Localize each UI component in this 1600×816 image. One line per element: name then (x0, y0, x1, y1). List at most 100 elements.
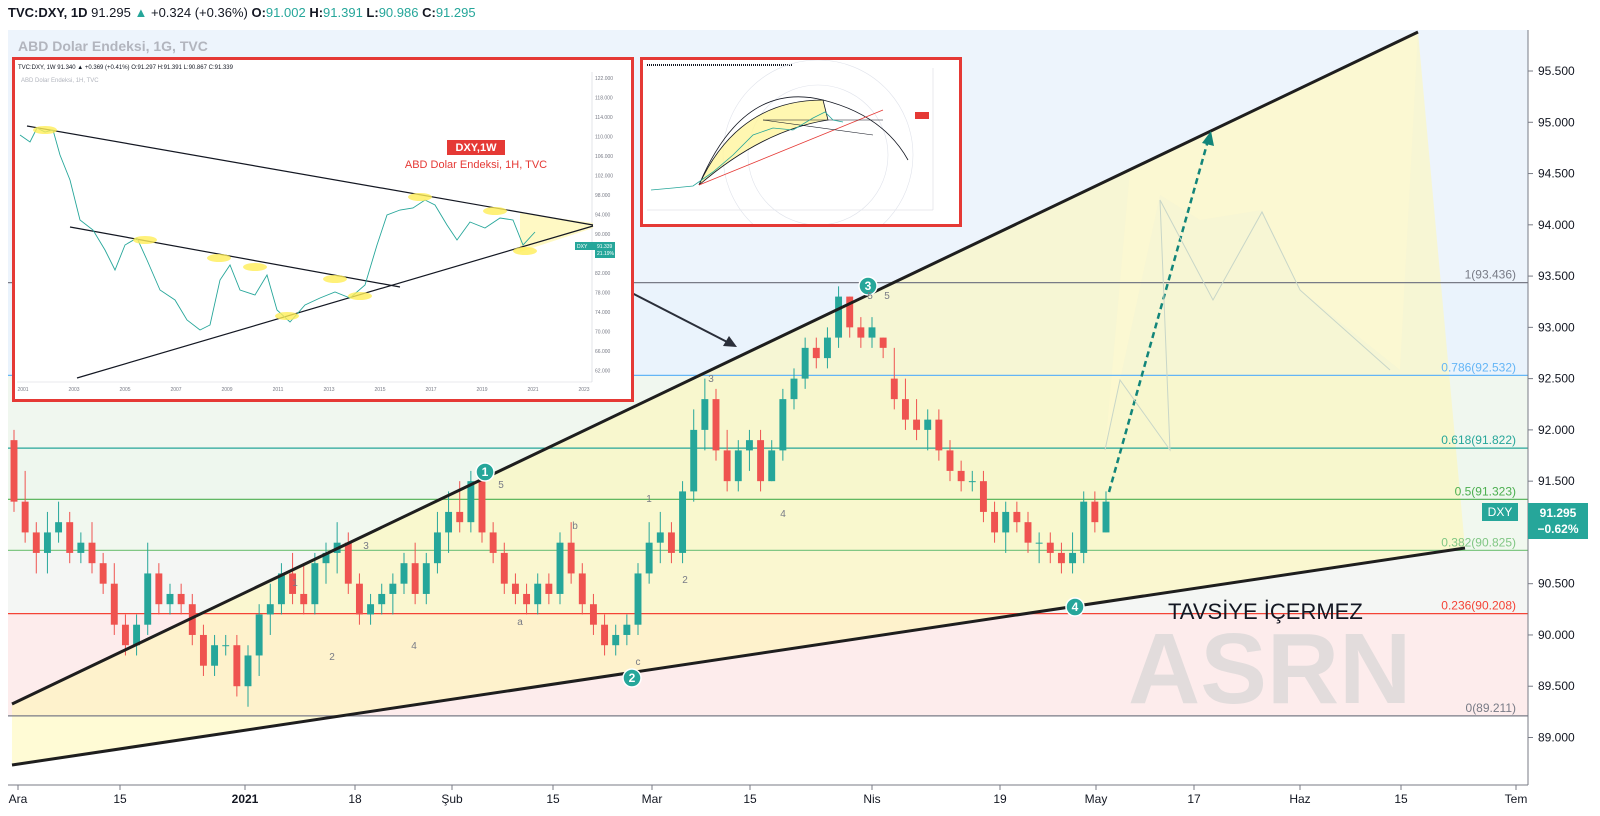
time-tick-label: 15 (113, 792, 127, 806)
fib-level-label: 0.236(90.208) (1441, 599, 1516, 613)
high-label: H: (309, 5, 324, 20)
weekly-inset-pivot (408, 193, 432, 201)
wave-label: 3 (865, 279, 872, 293)
candle-body (1102, 501, 1110, 533)
candle-body (701, 399, 709, 430)
price-axis[interactable]: 95.500 95.000 94.500 94.000 93.500 93.000 92.5… (1528, 64, 1575, 744)
price-tick-label: 90.500 (1538, 577, 1575, 591)
price-chart[interactable]: 1(93.436) 0.786(92.532) 0.618(91.822) 0.5(9… (0, 24, 1600, 816)
open-value: 91.002 (265, 5, 306, 20)
weekly-inset-y-label: 110.000 (595, 135, 613, 141)
candle-body (679, 491, 687, 553)
weekly-inset-x-label: 2011 (273, 387, 284, 393)
projection-arrow-head (1202, 131, 1214, 146)
candle-body (277, 573, 285, 605)
fan-inset-chart (647, 59, 934, 251)
weekly-inset-x-label: 2023 (578, 387, 589, 393)
candle-body (523, 593, 531, 605)
candle-body (467, 481, 475, 523)
candle-body (946, 450, 954, 471)
candle-body (835, 296, 843, 338)
candle-body (489, 532, 497, 553)
fib-level-label: 0.786(92.532) (1441, 360, 1516, 374)
candle-body (1024, 522, 1032, 543)
change-value: +0.324 (+0.36%) (150, 5, 248, 20)
weekly-inset-x-label: 2009 (221, 387, 232, 393)
weekly-inset-y-label: 118.000 (595, 96, 613, 102)
candle-body (456, 511, 464, 523)
price-tick-label: 89.500 (1538, 679, 1575, 693)
candle-body (88, 542, 96, 564)
weekly-inset-subtitle: ABD Dolar Endeksi, 1H, TVC (405, 159, 547, 171)
time-axis[interactable]: Ara 15 2021 18 Şub 15 Mar 15 Nis 19 May 17 Haz 15 Tem (9, 785, 1528, 806)
weekly-inset-upper-trend (26, 125, 594, 226)
candle-body (957, 470, 965, 482)
price-tick-label: 92.500 (1538, 372, 1575, 386)
weekly-inset-badge-price: 91.339 (597, 244, 613, 250)
candle-body (166, 593, 174, 605)
candle-body (879, 337, 887, 348)
weekly-inset-y-label: 114.000 (595, 115, 613, 121)
price-tick-label: 90.000 (1538, 628, 1575, 642)
weekly-inset-x-label: 2005 (119, 387, 130, 393)
candle-body (534, 583, 542, 605)
projection-arrow (1107, 136, 1211, 493)
weekly-inset-pivot (483, 207, 507, 215)
time-tick-label: 17 (1187, 792, 1201, 806)
candle-body (768, 450, 776, 482)
weekly-inset-y-label: 70.000 (595, 330, 611, 336)
weekly-inset-y-label: 66.000 (595, 349, 611, 355)
fan-inset (640, 57, 962, 251)
candle-body (344, 542, 352, 584)
candle-body (634, 573, 642, 625)
weekly-inset: TVC:DXY, 1W 91.340 ▲ +0.369 (+0.41%) O:9… (12, 57, 634, 402)
weekly-inset-x-label: 2003 (68, 387, 79, 393)
candle-body (1046, 542, 1054, 553)
weekly-inset-y-label: 78.000 (595, 291, 611, 297)
weekly-inset-pivot (348, 292, 372, 300)
upper-trendline (11, 30, 1419, 706)
open-label: O: (251, 5, 266, 20)
minor-wave-label: 5 (884, 291, 890, 302)
candle-body (790, 378, 798, 400)
fan-inset-arc (698, 99, 829, 186)
price-badge-symbol: DXY (1488, 505, 1513, 519)
minor-wave-label: 2 (682, 575, 688, 586)
projection-fill (1105, 32, 1418, 450)
candle-body (712, 399, 720, 451)
candle-body (779, 399, 787, 451)
candle-body (801, 347, 809, 379)
weekly-inset-x-label: 2017 (425, 387, 436, 393)
close-value: 91.295 (435, 5, 476, 20)
candle-body (589, 604, 597, 625)
time-tick-label: 18 (348, 792, 362, 806)
candle-body (422, 563, 430, 594)
fan-inset-price-line (650, 111, 844, 191)
candle-body (478, 481, 486, 533)
trendlines (11, 30, 1466, 767)
candle-body (734, 450, 742, 482)
candle-body (578, 573, 586, 605)
candle-body (991, 511, 999, 533)
price-tick-label: 93.500 (1538, 269, 1575, 283)
weekly-inset-y-label: 74.000 (595, 310, 611, 316)
candle-body (556, 542, 564, 594)
time-tick-label: 15 (743, 792, 757, 806)
candle-body (1080, 501, 1088, 553)
candle-body (846, 296, 854, 328)
minor-wave-label: 4 (411, 641, 417, 652)
minor-wave-label: a (517, 617, 523, 628)
candle-body (77, 542, 85, 553)
candle-body (545, 583, 553, 594)
minor-wave-label: 3 (363, 541, 369, 552)
candle-body (21, 501, 29, 533)
candle-body (233, 645, 241, 687)
candle-body (177, 593, 185, 605)
price-tick-label: 94.000 (1538, 218, 1575, 232)
candle-body (66, 522, 74, 553)
wave-label: 2 (629, 671, 636, 685)
candle-body (645, 542, 653, 574)
candle-body (389, 583, 397, 594)
lower-trendline (11, 546, 1466, 767)
candle-body (968, 481, 976, 483)
